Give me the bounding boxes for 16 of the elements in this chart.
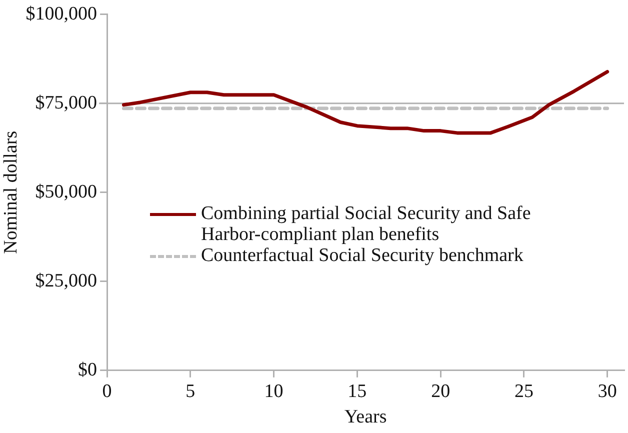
x-tick-label: 0 [102,380,112,402]
legend-label: Counterfactual Social Security benchmark [201,245,524,266]
y-tick-label: $25,000 [35,270,98,292]
y-tick-label: $100,000 [26,3,98,24]
x-axis-title: Years [344,406,387,428]
x-tick-label: 5 [186,380,196,402]
y-tick-label: $75,000 [35,92,98,114]
x-tick-label: 20 [431,380,450,402]
legend-label: Combining partial Social Security and Safe Harbor-compliant plan benefits [201,203,532,245]
x-tick-label: 10 [264,380,284,402]
y-tick-label: $50,000 [35,181,98,202]
y-axis-title: Nominal dollars [0,130,22,254]
x-tick-label: 30 [598,380,617,402]
y-tick-label: $0 [78,359,98,380]
x-tick-label: 15 [348,380,367,402]
x-tick-label: 25 [514,380,534,402]
